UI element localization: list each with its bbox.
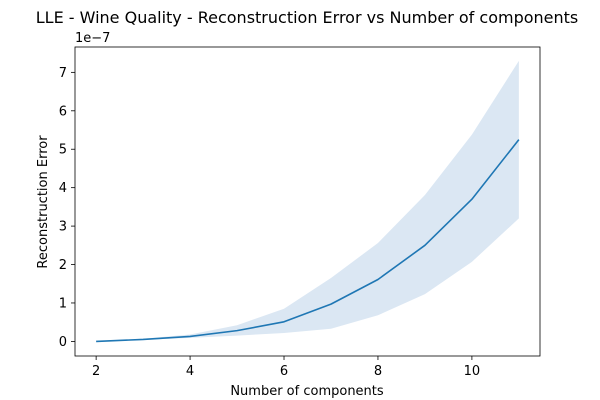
y-tick-label: 5 [59, 143, 67, 158]
x-axis-label: Number of components [230, 384, 384, 399]
y-tick-label: 4 [59, 181, 67, 196]
x-tick-label: 2 [92, 364, 100, 379]
y-tick-label: 1 [59, 296, 67, 311]
series-line [96, 139, 520, 343]
y-tick-label: 2 [59, 258, 67, 273]
y-tick-label: 6 [59, 104, 67, 119]
y-tick-label: 3 [59, 220, 67, 235]
y-tick-label: 0 [59, 335, 67, 350]
chart-title: LLE - Wine Quality - Reconstruction Erro… [36, 8, 579, 27]
y-scale-multiplier: 1e−7 [75, 31, 110, 46]
y-tick-label: 7 [59, 66, 67, 81]
x-tick-label: 10 [464, 364, 481, 379]
plot-frame [74, 46, 541, 357]
x-tick-label: 4 [186, 364, 194, 379]
confidence-band [96, 60, 519, 342]
plot-group: 2 4 6 8 10 0 1 2 3 4 5 6 7 [59, 46, 541, 379]
x-tick-label: 8 [374, 364, 382, 379]
y-axis-label: Reconstruction Error [36, 135, 51, 269]
x-tick-label: 6 [280, 364, 288, 379]
